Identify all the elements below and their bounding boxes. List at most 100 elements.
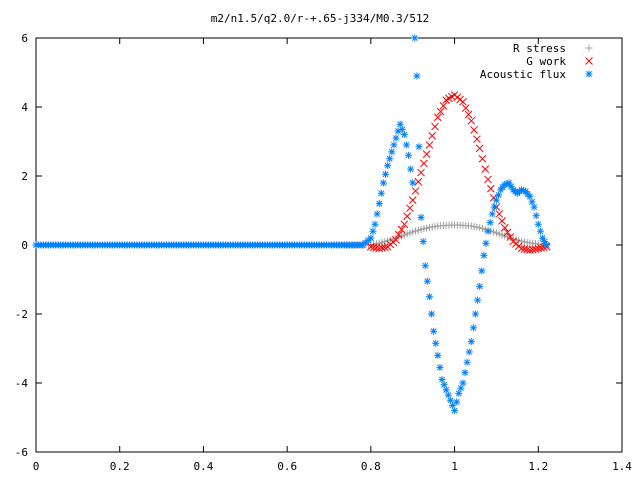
data-point <box>463 358 471 366</box>
data-point <box>490 203 498 211</box>
data-point <box>436 363 444 371</box>
series-layer <box>32 34 551 415</box>
data-point <box>402 141 410 149</box>
data-point <box>467 116 476 125</box>
y-axis: 6 4 2 0 -2 -4 -6 <box>15 32 622 459</box>
y-tick-label: -2 <box>15 308 28 321</box>
data-point <box>451 407 459 415</box>
data-point <box>407 165 415 173</box>
data-point <box>478 267 486 275</box>
data-point <box>409 179 417 187</box>
x-tick-label: 0.2 <box>110 460 130 473</box>
data-point <box>392 134 400 142</box>
data-point <box>476 282 484 290</box>
legend-marker <box>585 44 593 52</box>
data-point <box>486 184 495 193</box>
data-point <box>470 126 478 134</box>
series-g-work <box>367 91 551 255</box>
data-point <box>436 107 445 116</box>
data-point <box>478 154 487 163</box>
data-point <box>439 101 448 110</box>
data-point <box>484 175 492 184</box>
data-point <box>382 170 390 178</box>
data-point <box>415 143 423 151</box>
data-point <box>379 179 387 187</box>
data-point <box>461 369 469 377</box>
data-point <box>448 401 456 409</box>
data-point <box>472 310 479 318</box>
x-axis: 0 0.2 0.4 0.6 0.8 1 1.2 1.4 <box>33 38 632 473</box>
data-point <box>433 113 442 122</box>
data-point <box>413 72 421 80</box>
data-point <box>536 227 544 235</box>
legend-label: G work <box>526 55 566 68</box>
y-tick-label: -6 <box>15 446 28 459</box>
data-point <box>431 122 439 131</box>
legend-label: Acoustic flux <box>480 68 566 81</box>
data-point <box>406 204 414 213</box>
data-point <box>421 262 429 270</box>
data-point <box>430 327 438 335</box>
data-point <box>428 310 436 318</box>
legend-marker <box>585 70 593 78</box>
data-point <box>425 141 434 149</box>
data-point <box>403 212 411 221</box>
data-point <box>464 110 473 119</box>
data-point <box>369 227 377 235</box>
data-point <box>428 131 437 140</box>
data-point <box>484 227 492 235</box>
data-point <box>405 151 413 159</box>
data-point <box>371 220 379 228</box>
data-point <box>480 251 488 259</box>
data-point <box>377 189 385 197</box>
data-point <box>530 203 538 211</box>
data-point <box>488 210 496 218</box>
data-point <box>486 219 494 227</box>
data-point <box>503 228 512 237</box>
y-tick-label: -4 <box>15 377 29 390</box>
data-point <box>398 125 406 133</box>
data-point <box>469 324 477 332</box>
data-point <box>475 144 484 153</box>
data-point <box>474 296 482 304</box>
data-point <box>422 150 431 159</box>
x-tick-label: 0.6 <box>277 460 297 473</box>
data-point <box>425 293 433 301</box>
data-point <box>392 235 400 244</box>
data-point <box>423 277 431 285</box>
data-point <box>411 187 420 195</box>
data-point <box>400 220 409 229</box>
data-point <box>367 234 375 242</box>
data-point <box>375 200 383 208</box>
data-point <box>386 155 394 163</box>
data-point <box>534 220 542 228</box>
data-point <box>432 339 440 347</box>
chart-title: m2/n1.5/q2.0/r-+.65-j334/M0.3/512 <box>211 12 430 25</box>
y-tick-label: 6 <box>21 32 28 45</box>
data-point <box>414 177 423 186</box>
legend-label: R stress <box>513 42 566 55</box>
series-acoustic-flux <box>32 34 551 415</box>
data-point <box>498 216 506 225</box>
data-point <box>372 244 381 252</box>
data-point <box>543 241 551 249</box>
data-point <box>523 245 531 254</box>
data-point <box>434 351 442 359</box>
data-point <box>420 159 428 168</box>
data-point <box>453 398 461 406</box>
y-tick-label: 0 <box>21 239 28 252</box>
data-point <box>394 230 403 239</box>
data-point <box>380 243 389 252</box>
data-point <box>400 131 408 139</box>
x-tick-label: 0.8 <box>361 460 381 473</box>
data-point <box>408 196 417 205</box>
data-point <box>397 225 406 234</box>
data-point <box>500 223 509 232</box>
data-point <box>506 233 515 241</box>
x-tick-label: 1.2 <box>528 460 548 473</box>
data-point <box>461 104 470 113</box>
data-point <box>373 210 381 218</box>
x-tick-label: 0.4 <box>193 460 213 473</box>
data-point <box>481 165 490 173</box>
